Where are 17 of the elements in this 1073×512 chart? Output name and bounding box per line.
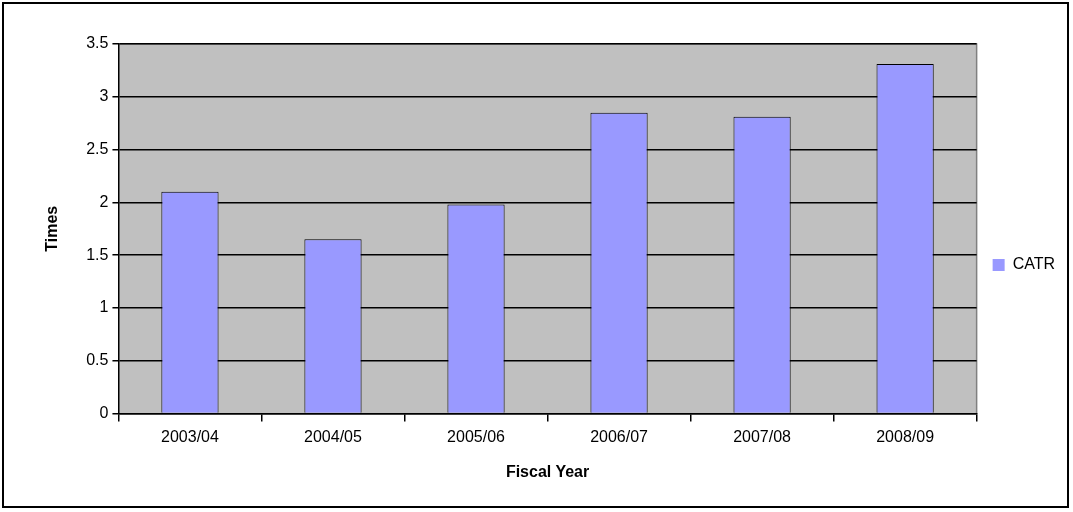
x-tick-label: 2008/09 bbox=[876, 427, 935, 445]
y-tick-label: 1 bbox=[99, 298, 109, 316]
x-tick-label: 2004/05 bbox=[304, 427, 363, 445]
x-tick-label: 2007/08 bbox=[733, 427, 792, 445]
x-tick-label: 2005/06 bbox=[447, 427, 506, 445]
y-tick-label: 2.5 bbox=[86, 140, 109, 158]
y-axis-title: Times bbox=[43, 205, 61, 252]
legend-label: CATR bbox=[1012, 255, 1056, 273]
x-tick-label: 2006/07 bbox=[590, 427, 649, 445]
x-axis-title: Fiscal Year bbox=[505, 462, 590, 480]
y-tick-label: 2 bbox=[99, 192, 109, 210]
y-tick-label: 0.5 bbox=[86, 351, 109, 369]
x-tick-label: 2003/04 bbox=[161, 427, 219, 445]
y-tick-label: 0 bbox=[99, 404, 109, 422]
y-tick-label: 3 bbox=[99, 87, 109, 105]
y-tick-label: 3.5 bbox=[86, 34, 109, 52]
y-tick-label: 1.5 bbox=[86, 245, 109, 263]
